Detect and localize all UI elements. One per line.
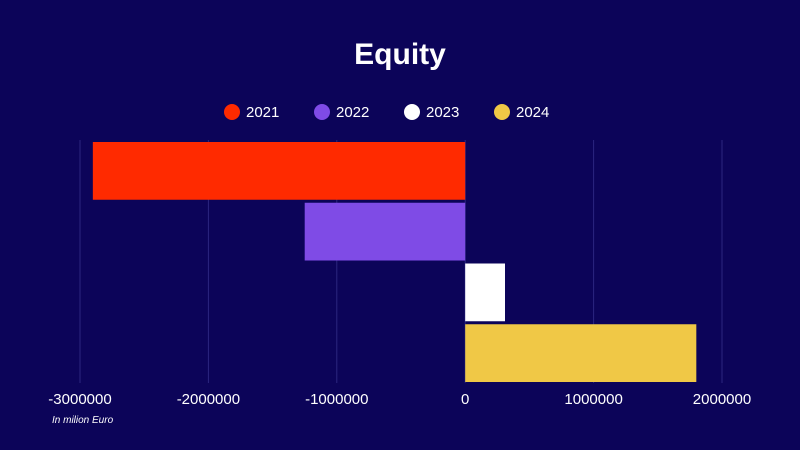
legend-label-2021: 2021: [246, 104, 279, 121]
legend-marker-2024: [494, 104, 510, 120]
bar-2022: [304, 202, 466, 261]
bar-2024: [465, 324, 697, 382]
bars: [92, 142, 697, 382]
legend: 2021 2022 2023 2024: [224, 104, 549, 121]
chart-title: Equity: [354, 38, 446, 71]
legend-marker-2021: [224, 104, 240, 120]
legend-label-2022: 2022: [336, 104, 369, 121]
x-tick-label: -1000000: [305, 391, 368, 408]
legend-label-2023: 2023: [426, 104, 459, 121]
bar-2023: [465, 263, 506, 322]
x-tick-label: 0: [461, 391, 469, 408]
bar-2021: [92, 142, 466, 200]
legend-marker-2022: [314, 104, 330, 120]
legend-marker-2023: [404, 104, 420, 120]
legend-label-2024: 2024: [516, 104, 549, 121]
x-tick-label: 2000000: [693, 391, 751, 408]
x-tick-label: -2000000: [177, 391, 240, 408]
unit-note: In milion Euro: [52, 415, 114, 426]
x-tick-label: -3000000: [48, 391, 111, 408]
x-axis-ticks: -3000000 -2000000 -1000000 0 1000000 2000000: [48, 391, 751, 408]
x-tick-label: 1000000: [564, 391, 622, 408]
